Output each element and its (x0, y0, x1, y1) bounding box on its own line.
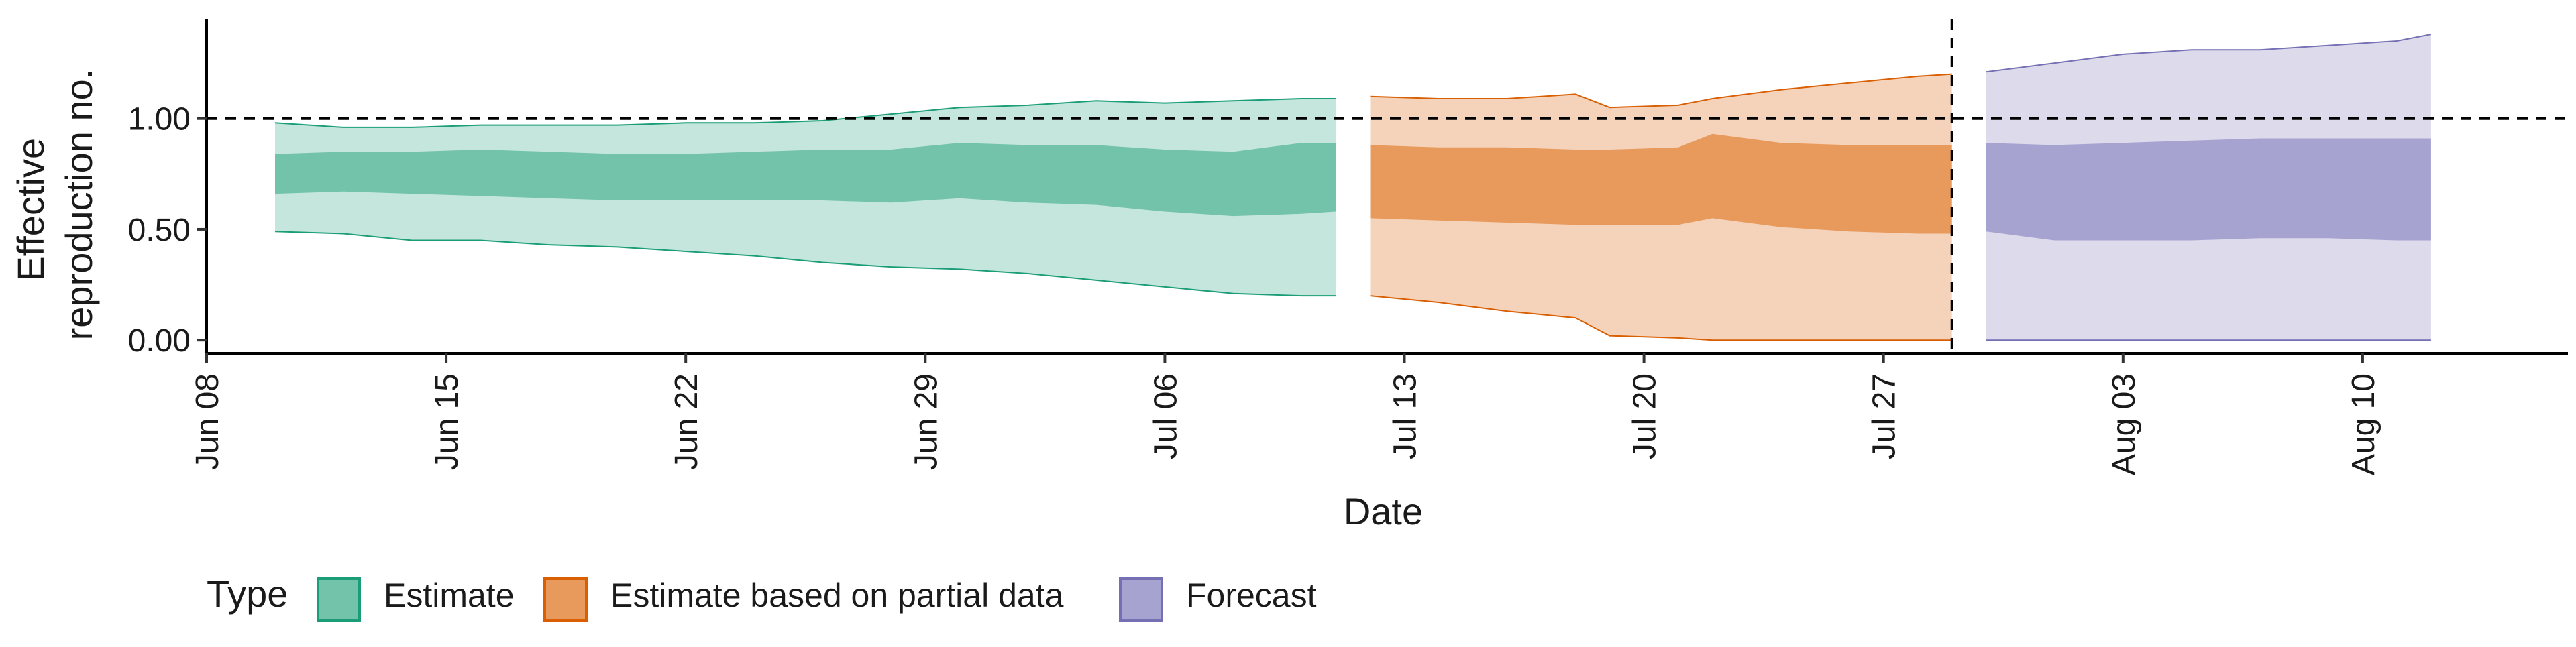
series-1-lower-edge (1370, 295, 1952, 341)
x-tick-label: Aug 10 (2346, 373, 2381, 475)
x-tick-label: Jun 15 (429, 373, 465, 470)
legend-title: Type (207, 573, 288, 615)
series-2-upper-edge (1986, 34, 2432, 73)
x-tick-label: Aug 03 (2106, 373, 2142, 475)
x-tick-label: Jul 13 (1388, 373, 1424, 459)
series-0 (274, 98, 1336, 297)
y-tick-label: 0.50 (128, 213, 191, 248)
series-2-50-band (1986, 138, 2431, 241)
x-tick-label: Jul 27 (1867, 373, 1902, 459)
y-tick-label: 0.00 (128, 323, 191, 359)
legend-key-1 (543, 577, 588, 622)
y-tick-label: 1.00 (128, 102, 191, 137)
y-axis-title-line-1: Effective (9, 138, 52, 282)
series-0-50-band (275, 143, 1336, 217)
series-0-upper-edge (274, 98, 1336, 128)
x-axis-title: Date (1344, 490, 1423, 532)
series-layer (274, 34, 2432, 341)
legend-key-2 (1119, 577, 1163, 622)
legend-label-2: Forecast (1186, 577, 1317, 614)
y-axis-title: Effective reproduction no. (9, 69, 100, 341)
x-tick-label: Jun 08 (190, 373, 225, 470)
series-1 (1370, 73, 1952, 341)
series-1-50-band (1370, 133, 1952, 234)
x-tick-label: Jul 20 (1627, 373, 1663, 459)
legend-key-0 (317, 577, 361, 622)
series-2 (1986, 34, 2432, 341)
x-tick-label: Jun 22 (669, 373, 704, 470)
x-tick-label: Jul 06 (1148, 373, 1183, 459)
legend: Type Estimate Estimate based on partial da… (207, 573, 1317, 622)
y-axis-title-line-2: reproduction no. (58, 69, 100, 341)
legend-label-1: Estimate based on partial data (610, 577, 1064, 614)
x-tick-label: Jun 29 (908, 373, 944, 470)
legend-label-0: Estimate (384, 577, 515, 614)
axes: 0.00 0.50 1.00 Jun 08 Jun 15 Jun 22 Jun 29 Jul … (128, 19, 2568, 475)
series-1-upper-edge (1370, 73, 1952, 109)
series-0-lower-edge (274, 231, 1336, 297)
